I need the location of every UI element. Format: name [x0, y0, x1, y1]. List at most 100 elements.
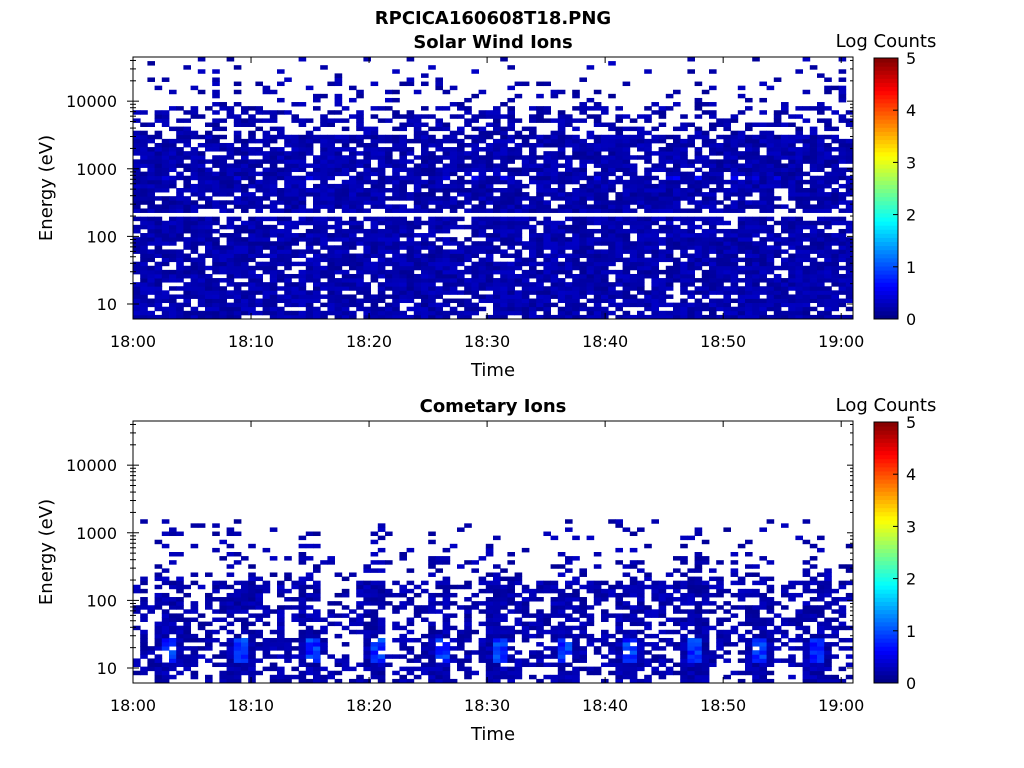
heatmap-cell: [298, 200, 307, 205]
heatmap-cell: [219, 163, 227, 168]
heatmap-cell: [565, 298, 573, 304]
heatmap-cell: [197, 179, 206, 185]
heatmap-cell: [788, 278, 796, 283]
heatmap-cell: [788, 220, 796, 226]
heatmap-cell: [680, 192, 688, 197]
heatmap-cell: [313, 183, 321, 189]
heatmap-cell: [665, 155, 674, 160]
heatmap-cell: [248, 278, 256, 283]
heatmap-cell: [212, 89, 220, 95]
heatmap-cell: [831, 249, 839, 254]
heatmap-cell: [277, 637, 285, 643]
heatmap-cell: [305, 556, 314, 561]
heatmap-cell: [651, 265, 659, 271]
heatmap-cell: [802, 265, 811, 271]
heatmap-cell: [716, 134, 724, 140]
heatmap-cell: [550, 253, 559, 258]
heatmap-cell: [399, 654, 407, 659]
heatmap-cell: [399, 294, 407, 299]
heatmap-cell: [615, 314, 623, 320]
heatmap-cell: [363, 257, 371, 263]
heatmap-cell: [773, 167, 782, 173]
heatmap-cell: [356, 592, 364, 598]
heatmap-cell: [514, 147, 523, 152]
heatmap-cell: [500, 265, 508, 271]
heatmap-cell: [464, 110, 472, 115]
heatmap-cell: [608, 159, 616, 164]
heatmap-cell: [305, 629, 314, 635]
colorbar-segment: [874, 310, 898, 316]
heatmap-cell: [449, 200, 458, 205]
heatmap-cell: [500, 224, 508, 230]
heatmap-cell: [385, 314, 393, 320]
heatmap-cell: [428, 273, 436, 279]
heatmap-cell: [176, 155, 184, 160]
heatmap-cell: [680, 241, 688, 246]
heatmap-cell: [385, 216, 393, 222]
heatmap-cell: [341, 662, 350, 668]
heatmap-cell: [745, 273, 753, 279]
heatmap-cell: [831, 306, 839, 312]
heatmap-cell: [651, 306, 659, 312]
heatmap-cell: [435, 188, 443, 193]
heatmap-cell: [694, 159, 703, 164]
heatmap-cell: [788, 286, 796, 291]
heatmap-cell: [745, 171, 753, 177]
heatmap-cell: [579, 142, 587, 148]
heatmap-cell: [313, 204, 321, 209]
heatmap-cell: [737, 286, 746, 291]
heatmap-cell: [478, 306, 487, 312]
heatmap-cell: [241, 310, 249, 316]
heatmap-cell: [701, 163, 710, 168]
heatmap-cell: [241, 241, 249, 246]
heatmap-cell: [608, 294, 616, 299]
heatmap-cell: [169, 273, 177, 279]
heatmap-cell: [824, 286, 832, 291]
heatmap-cell: [305, 662, 314, 668]
heatmap-cell: [766, 290, 775, 295]
heatmap-cell: [457, 314, 465, 320]
heatmap-cell: [478, 273, 487, 279]
heatmap-cell: [644, 216, 652, 222]
heatmap-cell: [795, 282, 803, 287]
heatmap-cell: [428, 220, 436, 226]
heatmap-cell: [334, 662, 343, 668]
colorbar-segment: [874, 217, 898, 222]
heatmap-cell: [788, 310, 796, 316]
heatmap-cell: [529, 228, 537, 234]
heatmap-cell: [644, 114, 652, 119]
heatmap-cell: [622, 245, 631, 250]
heatmap-cell: [745, 310, 753, 316]
heatmap-cell: [572, 314, 580, 320]
heatmap-cell: [219, 155, 227, 160]
heatmap-cell: [737, 290, 746, 295]
heatmap-cell: [507, 224, 515, 230]
heatmap-cell: [356, 208, 364, 213]
heatmap-cell: [291, 290, 299, 295]
heatmap-cell: [428, 257, 436, 263]
heatmap-cell: [226, 613, 235, 618]
heatmap-cell: [320, 196, 328, 201]
heatmap-cell: [752, 273, 760, 279]
heatmap-cell: [680, 163, 688, 168]
heatmap-cell: [435, 122, 443, 127]
heatmap-cell: [680, 159, 688, 164]
heatmap-cell: [291, 167, 299, 173]
heatmap-cell: [665, 175, 674, 181]
heatmap-cell: [241, 106, 249, 111]
heatmap-cell: [205, 196, 213, 201]
heatmap-cell: [601, 237, 609, 242]
heatmap-cell: [291, 273, 299, 279]
heatmap-cell: [205, 159, 213, 164]
heatmap-cell: [485, 196, 494, 201]
heatmap-cell: [622, 147, 631, 152]
heatmap-cell: [637, 269, 645, 275]
heatmap-cell: [536, 110, 544, 115]
heatmap-cell: [709, 175, 717, 181]
heatmap-cell: [817, 290, 825, 295]
heatmap-cell: [428, 163, 436, 168]
heatmap-cell: [536, 196, 544, 201]
colorbar-segment: [874, 147, 898, 153]
x-tick-label: 18:30: [464, 332, 510, 351]
heatmap-cell: [241, 670, 249, 676]
